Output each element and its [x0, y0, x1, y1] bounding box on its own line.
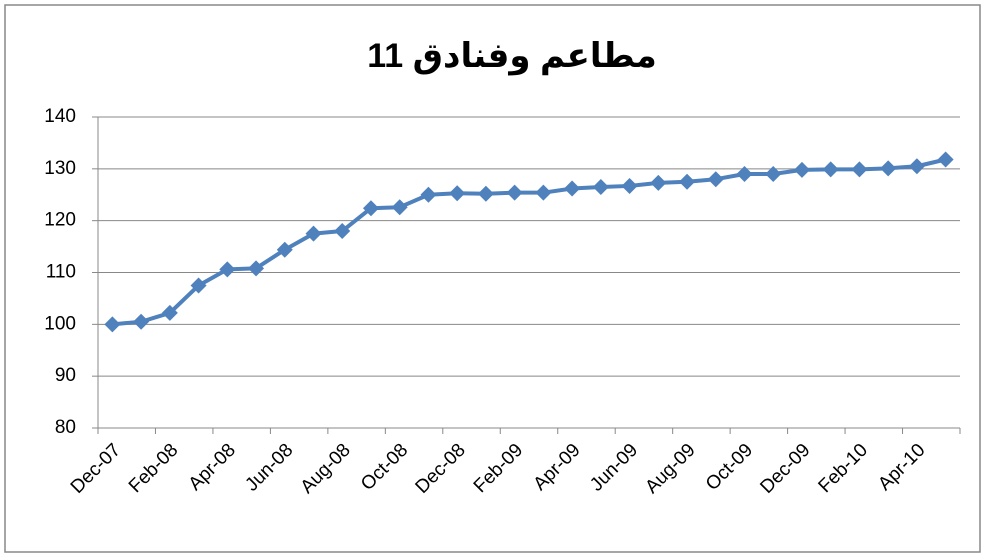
- data-point: [190, 277, 207, 294]
- data-point: [592, 178, 609, 195]
- data-point: [793, 161, 810, 178]
- data-point: [564, 180, 581, 197]
- data-point: [707, 171, 724, 188]
- data-point: [822, 161, 839, 178]
- data-point: [161, 304, 178, 321]
- data-point: [391, 199, 408, 216]
- data-point: [362, 200, 379, 217]
- y-tick-label: 80: [55, 417, 76, 438]
- y-tick-label: 140: [44, 106, 76, 127]
- chart-border: [4, 4, 981, 553]
- data-point: [305, 225, 322, 242]
- data-point: [104, 316, 121, 333]
- y-tick-label: 120: [44, 210, 76, 231]
- y-tick-label: 100: [44, 313, 76, 334]
- data-point: [765, 166, 782, 183]
- data-point: [420, 186, 437, 203]
- y-tick-label: 110: [46, 262, 76, 283]
- data-point: [248, 260, 265, 277]
- data-point: [908, 158, 925, 175]
- data-point: [736, 166, 753, 183]
- data-point: [679, 173, 696, 190]
- data-point: [851, 161, 868, 178]
- data-point: [276, 241, 293, 258]
- data-point: [621, 177, 638, 194]
- data-point: [219, 261, 236, 278]
- data-point: [449, 185, 466, 202]
- data-point: [535, 184, 552, 201]
- data-point: [334, 223, 351, 240]
- data-point: [506, 184, 523, 201]
- y-tick-label: 130: [44, 158, 76, 179]
- data-point: [937, 151, 954, 168]
- chart-title: مطاعم وفنادق 11: [367, 37, 657, 76]
- data-point: [880, 160, 897, 177]
- data-point: [477, 185, 494, 202]
- y-tick-label: 90: [55, 365, 76, 386]
- data-point: [650, 174, 667, 191]
- data-point: [133, 313, 150, 330]
